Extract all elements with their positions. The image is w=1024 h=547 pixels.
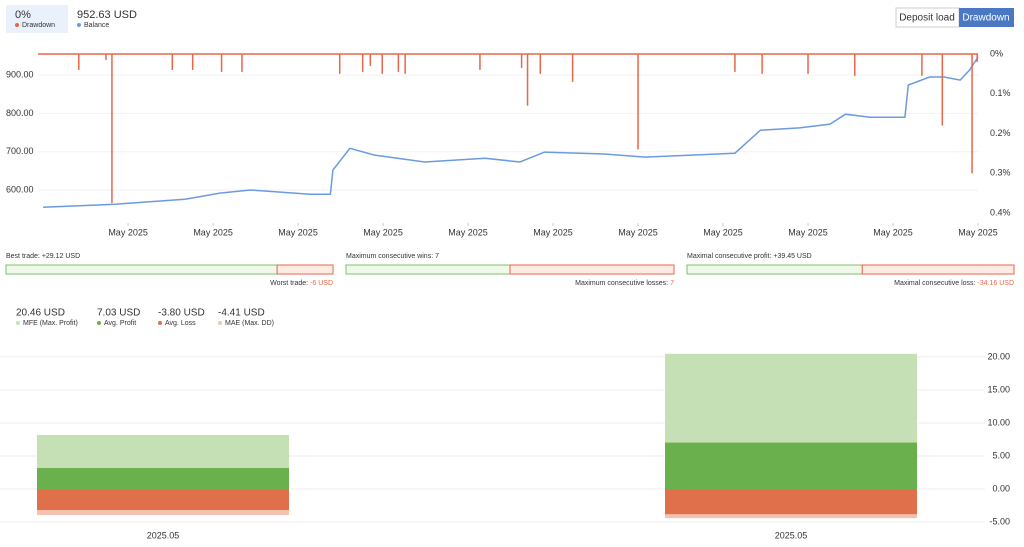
stat-label: Maximal consecutive loss: -34.16 USD bbox=[894, 280, 1014, 287]
legend-value: -3.80 USD bbox=[158, 308, 205, 319]
x-tick-label: May 2025 bbox=[533, 227, 573, 237]
button-label[interactable]: Deposit load bbox=[899, 13, 955, 24]
legend-dot bbox=[15, 23, 19, 27]
stat-name: Worst trade: bbox=[270, 280, 308, 287]
stat-name: Maximum consecutive losses: bbox=[575, 280, 668, 287]
good-bar bbox=[345, 264, 511, 275]
y-tick-label: 5.00 bbox=[992, 450, 1010, 460]
stat-value: -34.16 USD bbox=[977, 280, 1014, 287]
stat-name: Maximal consecutive loss: bbox=[894, 280, 975, 287]
x-tick-label: May 2025 bbox=[873, 227, 913, 237]
legend-value: -4.41 USD bbox=[218, 308, 265, 319]
stat-label: Maximum consecutive wins: 7 bbox=[346, 253, 439, 260]
y2-tick-label: 0.3% bbox=[990, 168, 1011, 178]
x-tick-label: May 2025 bbox=[448, 227, 488, 237]
bar bbox=[665, 442, 917, 490]
x-tick-label: 2025.05 bbox=[775, 530, 808, 540]
good-bar bbox=[686, 264, 863, 275]
x-tick-label: May 2025 bbox=[703, 227, 743, 237]
legend-dot bbox=[77, 23, 81, 27]
stat-value: 7 bbox=[670, 280, 674, 287]
bar bbox=[37, 468, 289, 490]
legend-label: Avg. Loss bbox=[165, 320, 196, 327]
legend-label: MFE (Max. Profit) bbox=[23, 320, 78, 327]
y-tick-label: 10.00 bbox=[987, 417, 1010, 427]
stat-value: +29.12 USD bbox=[42, 253, 80, 260]
stat-label: Best trade: +29.12 USD bbox=[6, 253, 80, 260]
x-tick-label: May 2025 bbox=[618, 227, 658, 237]
stat-label: Maximum consecutive losses: 7 bbox=[575, 280, 674, 287]
bad-bar bbox=[861, 264, 1015, 275]
stat-value: +39.45 USD bbox=[773, 253, 811, 260]
button-active[interactable] bbox=[959, 8, 1014, 27]
balance-label: Balance bbox=[84, 22, 109, 29]
x-tick-label: 2025.05 bbox=[147, 530, 180, 540]
legend-value: 7.03 USD bbox=[97, 308, 140, 319]
x-tick-label: May 2025 bbox=[363, 227, 403, 237]
y-tick-label: 15.00 bbox=[987, 384, 1010, 394]
legend-value: 20.46 USD bbox=[16, 308, 65, 319]
y-tick-label: 900.00 bbox=[6, 69, 34, 79]
x-tick-label: May 2025 bbox=[108, 227, 148, 237]
y2-tick-label: 0.4% bbox=[990, 207, 1011, 217]
bad-bar bbox=[509, 264, 675, 275]
stat-value: 7 bbox=[435, 253, 439, 260]
stat-label: Worst trade: -6 USD bbox=[270, 280, 333, 287]
y-tick-label: 20.00 bbox=[987, 351, 1010, 361]
y-tick-label: 700.00 bbox=[6, 146, 34, 156]
stat-name: Maximum consecutive wins: bbox=[346, 253, 433, 260]
y-tick-label: 600.00 bbox=[6, 184, 34, 194]
stat-name: Best trade: bbox=[6, 253, 40, 260]
y-tick-label: 0.00 bbox=[992, 483, 1010, 493]
legend-label: MAE (Max. DD) bbox=[225, 320, 274, 327]
x-tick-label: May 2025 bbox=[278, 227, 318, 237]
y-tick-label: -5.00 bbox=[989, 516, 1010, 526]
good-bar bbox=[5, 264, 278, 275]
y-tick-label: 800.00 bbox=[6, 108, 34, 118]
balance-value: 952.63 USD bbox=[77, 9, 137, 21]
y2-tick-label: 0.2% bbox=[990, 128, 1011, 138]
bad-bar bbox=[276, 264, 334, 275]
balance-line bbox=[43, 56, 979, 209]
legend-dot bbox=[218, 321, 222, 325]
stat-name: Maximal consecutive profit: bbox=[687, 253, 771, 260]
stat-value: -6 USD bbox=[310, 280, 333, 287]
bar bbox=[665, 489, 917, 515]
bar bbox=[37, 489, 289, 511]
drawdown-box bbox=[6, 5, 68, 33]
legend-dot bbox=[16, 321, 20, 325]
legend-dot bbox=[97, 321, 101, 325]
button-label[interactable]: Drawdown bbox=[962, 13, 1009, 24]
drawdown-label: Drawdown bbox=[22, 22, 55, 29]
legend-dot bbox=[158, 321, 162, 325]
drawdown-value: 0% bbox=[15, 9, 31, 21]
x-tick-label: May 2025 bbox=[193, 227, 233, 237]
x-tick-label: May 2025 bbox=[788, 227, 828, 237]
y2-tick-label: 0% bbox=[990, 48, 1003, 58]
x-tick-label: May 2025 bbox=[958, 227, 998, 237]
legend-label: Avg. Profit bbox=[104, 320, 136, 327]
stat-label: Maximal consecutive profit: +39.45 USD bbox=[687, 253, 812, 260]
y2-tick-label: 0.1% bbox=[990, 88, 1011, 98]
